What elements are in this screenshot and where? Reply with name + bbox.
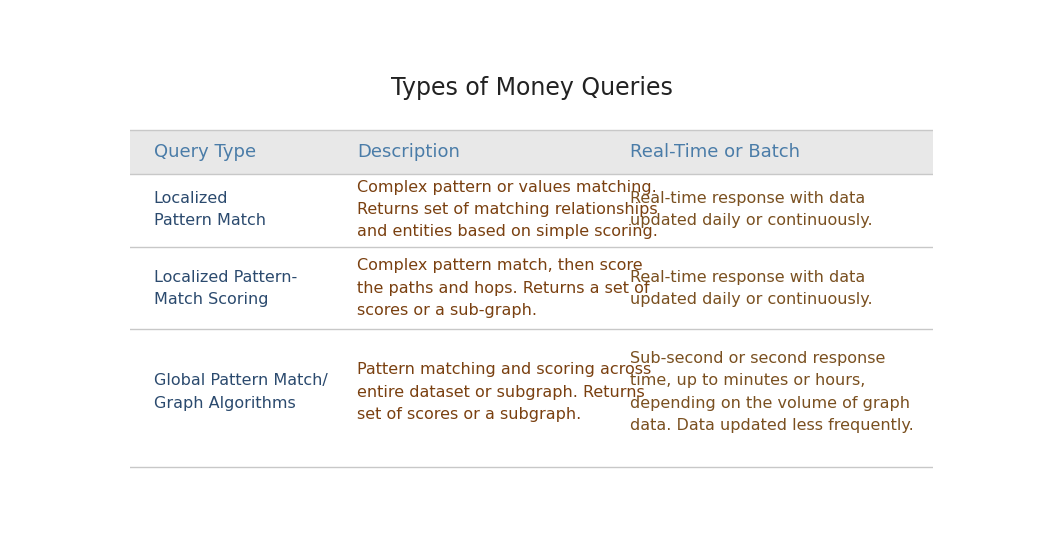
Text: Complex pattern or values matching.
Returns set of matching relationships
and en: Complex pattern or values matching. Retu…	[357, 180, 657, 239]
Text: Query Type: Query Type	[153, 143, 256, 161]
Text: Real-Time or Batch: Real-Time or Batch	[630, 143, 801, 161]
Text: Localized
Pattern Match: Localized Pattern Match	[153, 191, 265, 228]
Text: Types of Money Queries: Types of Money Queries	[391, 76, 672, 100]
Text: Real-time response with data
updated daily or continuously.: Real-time response with data updated dai…	[630, 191, 873, 228]
Text: Real-time response with data
updated daily or continuously.: Real-time response with data updated dai…	[630, 269, 873, 307]
Text: Complex pattern match, then score
the paths and hops. Returns a set of
scores or: Complex pattern match, then score the pa…	[357, 258, 649, 318]
Text: Global Pattern Match/
Graph Algorithms: Global Pattern Match/ Graph Algorithms	[153, 373, 328, 411]
Text: Localized Pattern-
Match Scoring: Localized Pattern- Match Scoring	[153, 269, 297, 307]
Text: Pattern matching and scoring across
entire dataset or subgraph. Returns
set of s: Pattern matching and scoring across enti…	[357, 362, 651, 422]
Text: Description: Description	[357, 143, 460, 161]
Text: Sub-second or second response
time, up to minutes or hours,
depending on the vol: Sub-second or second response time, up t…	[630, 351, 914, 433]
FancyBboxPatch shape	[130, 130, 933, 174]
